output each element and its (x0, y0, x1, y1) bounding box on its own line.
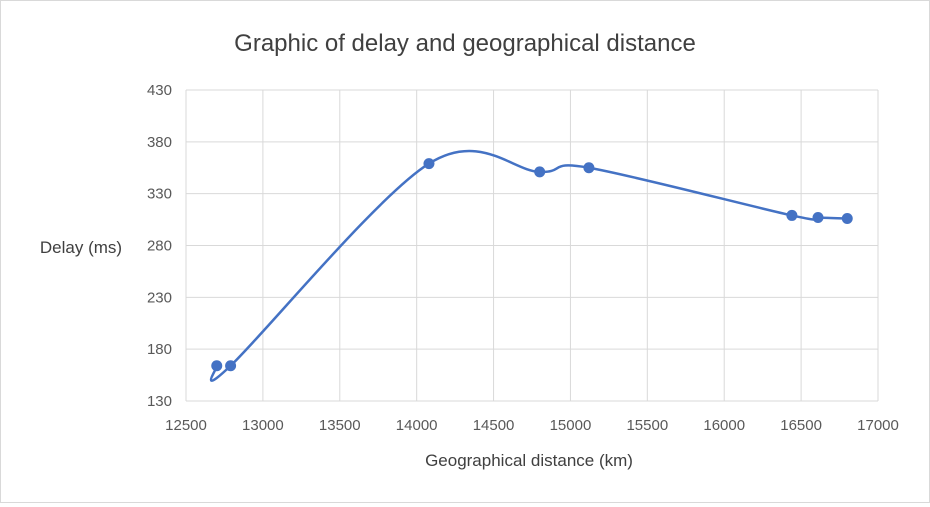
x-tick-label: 14000 (396, 417, 438, 434)
y-tick-label: 430 (147, 82, 172, 99)
grid (185, 89, 879, 402)
chart-title: Graphic of delay and geographical distan… (234, 30, 696, 57)
x-axis-label: Geographical distance (km) (425, 451, 633, 470)
x-tick-label: 13000 (242, 417, 284, 434)
data-point (786, 209, 798, 221)
data-point (534, 166, 546, 178)
y-axis-label: Delay (ms) (40, 238, 122, 257)
data-point (583, 162, 595, 174)
x-tick-label: 15500 (626, 417, 668, 434)
data-point (812, 212, 824, 224)
x-tick-label: 16000 (703, 417, 745, 434)
y-tick-label: 280 (147, 238, 172, 255)
data-point (841, 213, 853, 225)
y-tick-label: 380 (147, 134, 172, 151)
x-tick-label: 12500 (165, 417, 207, 434)
y-tick-label: 230 (147, 289, 172, 306)
y-tick-label: 180 (147, 341, 172, 358)
data-point (211, 360, 223, 372)
y-axis-ticks: 130 180 230 280 330 380 430 (147, 82, 172, 410)
x-tick-label: 16500 (780, 417, 822, 434)
x-tick-label: 13500 (319, 417, 361, 434)
y-tick-label: 130 (147, 393, 172, 410)
data-point (225, 360, 237, 372)
y-tick-label: 330 (147, 186, 172, 203)
x-tick-label: 15000 (550, 417, 592, 434)
data-points (211, 158, 853, 372)
x-tick-label: 17000 (857, 417, 899, 434)
x-axis-ticks: 12500 13000 13500 14000 14500 15000 15500 16000… (165, 417, 899, 434)
x-tick-label: 14500 (473, 417, 515, 434)
series-line (209, 149, 848, 382)
data-point (423, 158, 435, 170)
